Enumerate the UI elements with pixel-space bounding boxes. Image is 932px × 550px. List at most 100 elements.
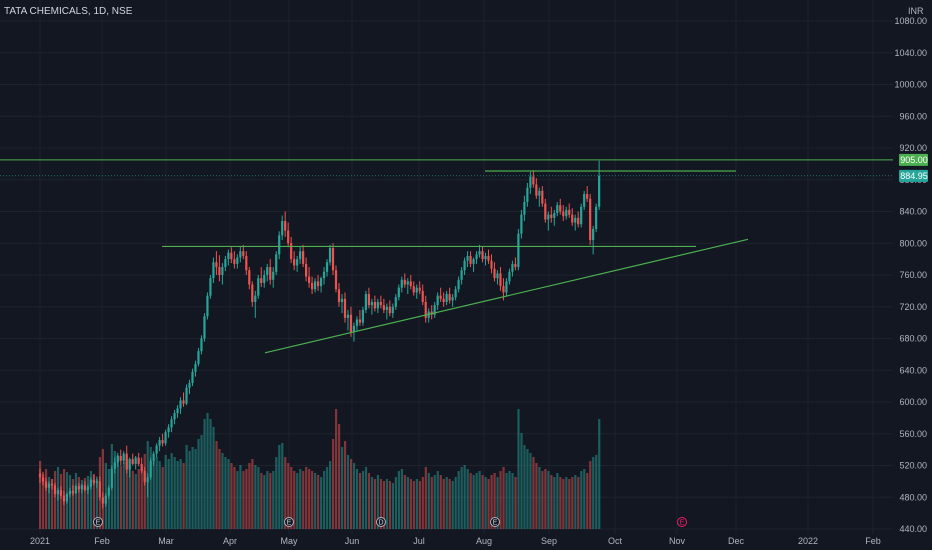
candle-body[interactable] <box>319 278 323 287</box>
candle-body[interactable] <box>65 494 69 502</box>
candle-body[interactable] <box>116 455 119 463</box>
candle-body[interactable] <box>370 301 373 306</box>
candle-body[interactable] <box>68 490 71 495</box>
candle-body[interactable] <box>367 294 370 306</box>
candle-body[interactable] <box>50 483 54 486</box>
candle-body[interactable] <box>526 187 529 202</box>
candle-body[interactable] <box>343 298 347 318</box>
candle-body[interactable] <box>170 419 173 428</box>
candle-body[interactable] <box>448 294 451 301</box>
event-marker-e-icon[interactable] <box>490 517 500 527</box>
candles[interactable] <box>38 160 601 509</box>
candle-body[interactable] <box>128 459 131 470</box>
candle-body[interactable] <box>146 477 149 483</box>
candle-body[interactable] <box>107 487 110 496</box>
candle-body[interactable] <box>472 259 475 264</box>
candle-body[interactable] <box>580 206 583 225</box>
candle-body[interactable] <box>269 267 272 280</box>
candle-body[interactable] <box>505 281 508 293</box>
candle-body[interactable] <box>547 214 550 220</box>
candle-body[interactable] <box>299 251 302 260</box>
candle-body[interactable] <box>230 252 233 260</box>
candle-body[interactable] <box>110 468 113 488</box>
candle-body[interactable] <box>182 400 185 404</box>
candle-body[interactable] <box>164 432 167 444</box>
candle-body[interactable] <box>412 286 415 293</box>
candle-body[interactable] <box>98 481 101 498</box>
candle-body[interactable] <box>310 282 314 290</box>
candle-body[interactable] <box>290 243 293 260</box>
event-marker-e-icon[interactable] <box>93 517 103 527</box>
candle-body[interactable] <box>544 203 547 220</box>
candle-body[interactable] <box>577 217 580 225</box>
candle-body[interactable] <box>520 214 523 234</box>
candle-body[interactable] <box>442 298 445 302</box>
candle-body[interactable] <box>203 316 206 339</box>
candle-body[interactable] <box>71 490 74 494</box>
candle-body[interactable] <box>541 190 544 204</box>
candle-body[interactable] <box>158 440 161 446</box>
candle-body[interactable] <box>382 305 385 310</box>
candle-body[interactable] <box>266 267 269 275</box>
candle-body[interactable] <box>316 281 320 287</box>
candle-body[interactable] <box>484 255 487 260</box>
candle-body[interactable] <box>433 305 436 315</box>
candle-body[interactable] <box>523 201 526 215</box>
candle-body[interactable] <box>62 495 66 502</box>
candle-body[interactable] <box>511 263 514 272</box>
candle-body[interactable] <box>328 248 332 263</box>
candle-body[interactable] <box>385 306 388 310</box>
event-marker-e-icon[interactable] <box>677 517 687 527</box>
candle-body[interactable] <box>248 270 251 285</box>
candle-body[interactable] <box>457 279 460 290</box>
candle-body[interactable] <box>334 270 338 290</box>
candle-body[interactable] <box>89 479 92 487</box>
candle-body[interactable] <box>161 440 164 444</box>
candle-body[interactable] <box>571 214 574 223</box>
event-marker-d-icon[interactable] <box>376 517 386 527</box>
candle-body[interactable] <box>215 262 218 268</box>
candle-body[interactable] <box>131 459 134 464</box>
candle-body[interactable] <box>134 457 137 464</box>
candle-body[interactable] <box>559 205 562 212</box>
candle-body[interactable] <box>53 485 57 495</box>
candle-body[interactable] <box>92 479 95 483</box>
candle-body[interactable] <box>95 481 98 483</box>
candle-body[interactable] <box>550 214 553 218</box>
candle-body[interactable] <box>305 263 308 277</box>
candle-body[interactable] <box>209 278 212 296</box>
candle-body[interactable] <box>191 371 194 383</box>
trendlines[interactable] <box>0 159 893 354</box>
candle-body[interactable] <box>125 453 128 470</box>
candle-body[interactable] <box>275 254 278 272</box>
candle-body[interactable] <box>251 284 254 302</box>
candle-body[interactable] <box>517 233 520 268</box>
candle-body[interactable] <box>104 495 107 504</box>
candle-body[interactable] <box>490 260 493 269</box>
candle-body[interactable] <box>313 281 317 290</box>
candle-body[interactable] <box>592 228 595 241</box>
candle-body[interactable] <box>349 314 353 333</box>
candle-body[interactable] <box>44 481 48 488</box>
candle-body[interactable] <box>397 287 400 298</box>
candle-body[interactable] <box>454 289 457 298</box>
candle-body[interactable] <box>598 175 601 207</box>
candle-body[interactable] <box>499 273 502 287</box>
candle-body[interactable] <box>391 306 394 314</box>
candle-body[interactable] <box>439 295 442 299</box>
candle-body[interactable] <box>263 275 266 283</box>
candle-body[interactable] <box>388 306 391 314</box>
candle-body[interactable] <box>77 486 80 490</box>
candle-body[interactable] <box>586 194 589 199</box>
candle-body[interactable] <box>583 194 586 207</box>
candle-body[interactable] <box>122 453 125 461</box>
candle-body[interactable] <box>194 363 197 372</box>
candle-body[interactable] <box>466 255 469 261</box>
candle-body[interactable] <box>469 255 472 264</box>
candle-body[interactable] <box>535 184 538 196</box>
candle-body[interactable] <box>200 338 203 352</box>
candle-body[interactable] <box>508 271 511 282</box>
candle-body[interactable] <box>176 408 179 414</box>
candle-body[interactable] <box>376 301 379 309</box>
